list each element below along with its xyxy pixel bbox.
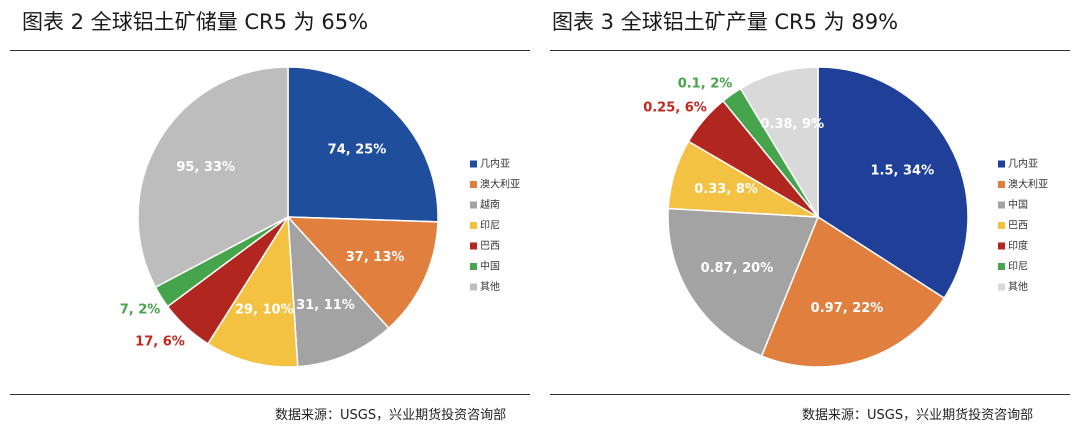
- pie-slice-slice-0: [287, 66, 439, 223]
- reserves-chart-panel: 图表 2 全球铝土矿储量 CR5 为 65% 74, 25% 37, 13% 31,…: [10, 10, 530, 423]
- data-label: 17, 6%: [135, 335, 185, 350]
- data-label: 0.38, 9%: [760, 117, 824, 132]
- data-labels: 74, 25% 37, 13% 31, 11%29, 10% 17, 6% 7, 2% 9…: [120, 143, 405, 350]
- pie-slice-slice-3: [206, 214, 299, 368]
- production-pie-chart: 1.5, 34% 0.97, 22% 0.87, 20% 0.33, 8% 0.25, …: [643, 66, 1048, 368]
- legend-swatch: [998, 242, 1005, 250]
- pie-slices: [667, 66, 969, 368]
- pie-slice-slice-1: [286, 216, 439, 330]
- bottom-rule: [10, 394, 530, 395]
- data-label: 0.1, 2%: [678, 77, 733, 92]
- pie-slice-slice-6: [739, 66, 819, 220]
- legend-label: 澳大利亚: [1008, 178, 1048, 191]
- data-label: 0.87, 20%: [701, 261, 774, 276]
- legend-label: 澳大利亚: [480, 178, 520, 191]
- top-rule: [10, 50, 530, 51]
- pie-slice-slice-2: [287, 214, 390, 368]
- reserves-pie-chart: 74, 25% 37, 13% 31, 11%29, 10% 17, 6% 7, 2% 9…: [120, 66, 520, 368]
- data-labels: 1.5, 34% 0.97, 22% 0.87, 20% 0.33, 8% 0.25, …: [643, 77, 934, 317]
- pie-slice-slice-1: [760, 215, 946, 368]
- legend-label: 几内亚: [1008, 157, 1038, 170]
- legend-swatch: [470, 181, 477, 188]
- legend-label: 几内亚: [480, 157, 510, 170]
- data-label: 74, 25%: [328, 143, 387, 158]
- legend-label: 印尼: [1008, 261, 1028, 273]
- data-label: 0.25, 6%: [643, 101, 707, 116]
- legend-label: 其他: [1008, 280, 1028, 293]
- data-label: 29, 10%: [235, 303, 294, 318]
- legend-swatch: [998, 222, 1005, 229]
- legend-label: 越南: [480, 198, 500, 211]
- data-label: 7, 2%: [120, 303, 161, 318]
- bottom-rule: [550, 394, 1070, 395]
- legend-swatch: [998, 181, 1005, 188]
- pie-slices: [137, 66, 439, 368]
- production-chart-panel: 图表 3 全球铝土矿产量 CR5 为 89% 1.5, 34% 0.97, 22%…: [540, 0, 1080, 430]
- legend-swatch: [470, 222, 477, 229]
- pie-slice-slice-6: [137, 66, 289, 289]
- legend-label: 印度: [1008, 239, 1028, 252]
- legend-label: 中国: [480, 260, 500, 273]
- data-label: 37, 13%: [346, 250, 405, 265]
- legend-label: 印尼: [480, 220, 500, 232]
- legend-label: 巴西: [1008, 220, 1028, 232]
- data-label: 0.33, 8%: [694, 182, 758, 197]
- legend-swatch: [470, 263, 477, 270]
- legend-swatch: [998, 201, 1005, 209]
- legend-swatch: [470, 201, 477, 209]
- chart-source: 数据来源：USGS，兴业期货投资咨询部: [802, 408, 1034, 423]
- chart-title: 图表 2 全球铝土矿储量 CR5 为 65%: [22, 10, 369, 34]
- data-label: 0.97, 22%: [811, 301, 884, 316]
- chart-title: 图表 3 全球铝土矿产量 CR5 为 89%: [552, 10, 899, 34]
- legend-swatch: [470, 242, 477, 250]
- top-rule: [550, 50, 1070, 51]
- data-label: 31, 11%: [296, 298, 355, 313]
- legend-swatch: [998, 263, 1005, 270]
- legend-swatch: [470, 283, 477, 291]
- legend-swatch: [998, 283, 1005, 291]
- pie-slice-slice-2: [667, 207, 820, 357]
- chart-source: 数据来源：USGS，兴业期货投资咨询部: [275, 408, 507, 423]
- legend-label: 巴西: [480, 240, 500, 252]
- data-label: 1.5, 34%: [870, 164, 934, 179]
- data-label: 95, 33%: [176, 160, 235, 175]
- legend-label: 中国: [1008, 198, 1028, 211]
- legend-swatch: [470, 160, 477, 168]
- legend-label: 其他: [480, 280, 500, 293]
- legend-swatch: [998, 160, 1005, 168]
